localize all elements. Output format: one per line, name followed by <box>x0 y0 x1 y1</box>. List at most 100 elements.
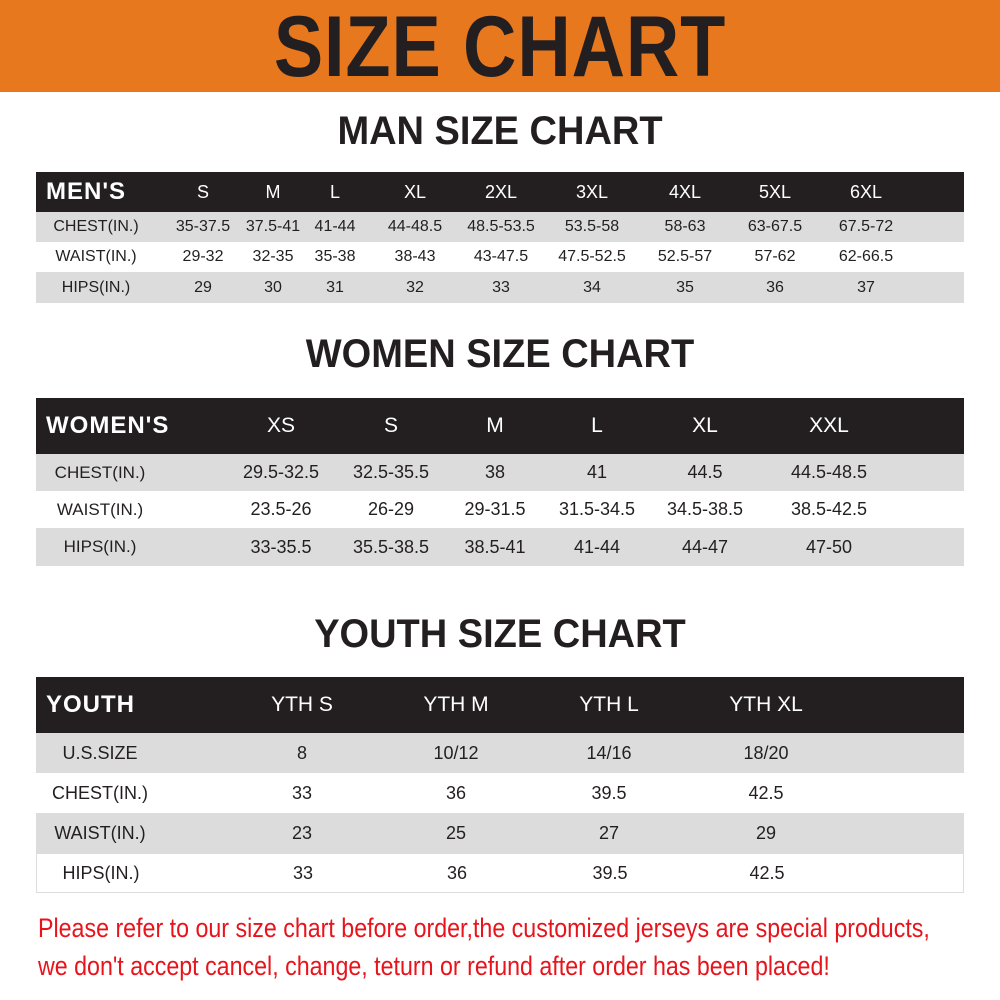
size-header: YTH XL <box>729 693 803 716</box>
measurement-cell: 41 <box>586 462 608 482</box>
measurement-cell: 47-50 <box>805 536 853 557</box>
measurement-cell: 62-66.5 <box>838 248 894 265</box>
size-header: 5XL <box>758 181 792 202</box>
measurement-cell: 36 <box>445 782 467 803</box>
row-label: HIPS(IN.) <box>61 278 131 296</box>
measurement-cell: 31.5-34.5 <box>558 499 636 519</box>
size-header: 3XL <box>575 181 609 202</box>
measurement-cell: 36 <box>766 278 784 296</box>
measurement-cell: 18/20 <box>743 742 789 763</box>
row-label: HIPS(IN.) <box>62 862 140 883</box>
women-header-row: WOMEN'S XS S M L XL XXL <box>36 398 964 454</box>
row-label: WAIST(IN.) <box>56 499 144 519</box>
measurement-cell: 44.5 <box>687 462 723 482</box>
banner-title: SIZE CHART <box>273 0 727 95</box>
measurement-cell: 32.5-35.5 <box>352 462 430 482</box>
measurement-cell: 8 <box>296 742 308 763</box>
measurement-cell: 53.5-58 <box>564 218 620 235</box>
measurement-cell: 44-48.5 <box>387 218 443 235</box>
measurement-cell: 37.5-41 <box>245 218 301 235</box>
measurement-cell: 41-44 <box>314 218 356 235</box>
measurement-cell: 26-29 <box>367 499 415 519</box>
measurement-cell: 47.5-52.5 <box>558 248 626 265</box>
youth-heading: YOUTH SIZE CHART <box>314 612 686 656</box>
measurement-cell: 25 <box>445 822 467 843</box>
measurement-cell: 23.5-26 <box>250 499 312 519</box>
youth-table-title: YOUTH <box>46 691 135 718</box>
measurement-cell: 32 <box>406 278 424 296</box>
table-row: WAIST(IN.) 29-32 32-35 35-38 38-43 43-47.5 47.… <box>36 242 964 272</box>
notice-line-2: we don't accept cancel, change, teturn o… <box>38 951 830 981</box>
row-label: HIPS(IN.) <box>63 537 137 556</box>
size-header: L <box>329 181 341 202</box>
table-row: CHEST(IN.) 33 36 39.5 42.5 <box>36 773 964 813</box>
measurement-cell: 39.5 <box>591 782 627 803</box>
measurement-cell: 42.5 <box>748 782 784 803</box>
measurement-cell: 34 <box>583 278 601 296</box>
size-header: XL <box>692 414 718 437</box>
measurement-cell: 29-32 <box>182 248 224 265</box>
size-header: YTH L <box>579 693 639 716</box>
size-header: S <box>383 414 399 437</box>
measurement-cell: 38.5-42.5 <box>790 499 868 519</box>
measurement-cell: 58-63 <box>664 218 706 235</box>
measurement-cell: 33-35.5 <box>250 536 312 557</box>
women-heading: WOMEN SIZE CHART <box>305 332 695 376</box>
measurement-cell: 38.5-41 <box>464 536 526 557</box>
measurement-cell: 57-62 <box>754 248 796 265</box>
measurement-cell: 36 <box>446 862 468 883</box>
men-header-row: MEN'S S M L XL 2XL 3XL 4XL 5XL 6XL <box>36 172 964 212</box>
size-header: XL <box>403 181 427 202</box>
measurement-cell: 31 <box>326 278 344 296</box>
men-heading: MAN SIZE CHART <box>337 109 663 153</box>
row-label: CHEST(IN.) <box>53 218 139 235</box>
measurement-cell: 35 <box>676 278 694 296</box>
measurement-cell: 35-38 <box>314 248 356 265</box>
measurement-cell: 67.5-72 <box>838 218 894 235</box>
youth-header-row: YOUTH YTH S YTH M YTH L YTH XL <box>36 677 964 733</box>
measurement-cell: 44-47 <box>681 536 729 557</box>
measurement-cell: 33 <box>492 278 510 296</box>
measurement-cell: 29 <box>194 278 212 296</box>
measurement-cell: 48.5-53.5 <box>467 218 535 235</box>
measurement-cell: 42.5 <box>749 862 785 883</box>
row-label: U.S.SIZE <box>62 742 138 763</box>
table-row: HIPS(IN.) 29 30 31 32 33 34 35 36 37 <box>36 272 964 303</box>
measurement-cell: 43-47.5 <box>473 248 529 265</box>
men-table-title: MEN'S <box>46 178 127 205</box>
measurement-cell: 29.5-32.5 <box>242 462 320 482</box>
measurement-cell: 41-44 <box>573 536 621 557</box>
women-table-title: WOMEN'S <box>46 412 170 439</box>
measurement-cell: 14/16 <box>586 742 632 763</box>
size-header: M <box>265 181 281 202</box>
row-label: WAIST(IN.) <box>55 248 137 265</box>
size-header: 4XL <box>668 181 702 202</box>
measurement-cell: 29 <box>755 822 777 843</box>
row-label: CHEST(IN.) <box>52 782 148 803</box>
measurement-cell: 63-67.5 <box>747 218 803 235</box>
measurement-cell: 35.5-38.5 <box>352 536 430 557</box>
row-label: CHEST(IN.) <box>54 462 146 482</box>
size-header: XS <box>266 414 296 437</box>
size-header: 2XL <box>484 181 518 202</box>
measurement-cell: 52.5-57 <box>657 248 713 265</box>
row-label: WAIST(IN.) <box>54 822 146 843</box>
measurement-cell: 34.5-38.5 <box>666 499 744 519</box>
table-row: WAIST(IN.) 23 25 27 29 <box>36 813 964 853</box>
measurement-cell: 33 <box>292 862 314 883</box>
measurement-cell: 32-35 <box>252 248 294 265</box>
size-header: YTH M <box>423 693 489 716</box>
size-header: M <box>486 414 504 437</box>
measurement-cell: 23 <box>291 822 313 843</box>
measurement-cell: 38-43 <box>394 248 436 265</box>
size-header: XXL <box>809 414 849 437</box>
size-header: S <box>196 181 210 202</box>
measurement-cell: 38 <box>484 462 506 482</box>
size-header: YTH S <box>271 693 333 716</box>
table-row: CHEST(IN.) 29.5-32.5 32.5-35.5 38 41 44.5 44.5… <box>36 454 964 491</box>
measurement-cell: 29-31.5 <box>464 499 526 519</box>
table-row: HIPS(IN.) 33-35.5 35.5-38.5 38.5-41 41-44 44-… <box>36 528 964 566</box>
table-row: U.S.SIZE 8 10/12 14/16 18/20 <box>36 733 964 773</box>
measurement-cell: 27 <box>598 822 620 843</box>
measurement-cell: 44.5-48.5 <box>790 462 868 482</box>
